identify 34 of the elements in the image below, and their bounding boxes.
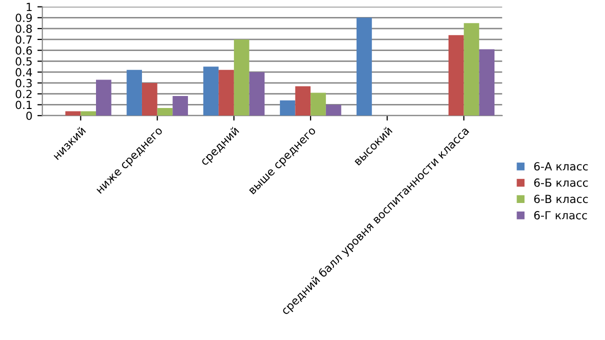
y-tick-label: 0.6 bbox=[16, 46, 32, 55]
bar bbox=[479, 49, 494, 116]
bar bbox=[172, 96, 188, 116]
legend-label: 6-В класс bbox=[534, 194, 588, 204]
y-tick-label: 0.8 bbox=[16, 24, 32, 33]
legend-label: 6-Г класс bbox=[534, 211, 587, 220]
bar bbox=[326, 104, 342, 116]
bar bbox=[203, 66, 219, 116]
legend-label: 6-Б класс bbox=[534, 178, 588, 187]
bar bbox=[96, 80, 112, 116]
y-tick-label: 0.4 bbox=[16, 68, 32, 76]
y-tick-label: 0.7 bbox=[16, 35, 32, 44]
bar bbox=[310, 92, 326, 116]
bar bbox=[126, 70, 142, 116]
y-tick-label: 0.9 bbox=[16, 14, 32, 22]
y-tick-label: 1 bbox=[26, 2, 32, 12]
bar bbox=[157, 108, 173, 116]
bar bbox=[142, 82, 158, 116]
y-tick-label: 0.5 bbox=[16, 57, 32, 66]
bar bbox=[464, 23, 480, 116]
y-tick-label: 0.1 bbox=[16, 100, 32, 110]
bar bbox=[234, 39, 250, 116]
y-tick-label: 0 bbox=[26, 112, 32, 120]
bar bbox=[249, 72, 265, 116]
bar bbox=[448, 35, 464, 116]
bar bbox=[218, 70, 234, 116]
y-tick-label: 0.3 bbox=[16, 78, 32, 88]
bar bbox=[280, 100, 296, 116]
bar bbox=[80, 111, 96, 116]
y-tick-label: 0.2 bbox=[16, 90, 32, 98]
legend-label: 6-А класс bbox=[534, 162, 588, 171]
bar bbox=[65, 111, 81, 116]
bar bbox=[356, 18, 372, 116]
bar bbox=[295, 86, 311, 116]
